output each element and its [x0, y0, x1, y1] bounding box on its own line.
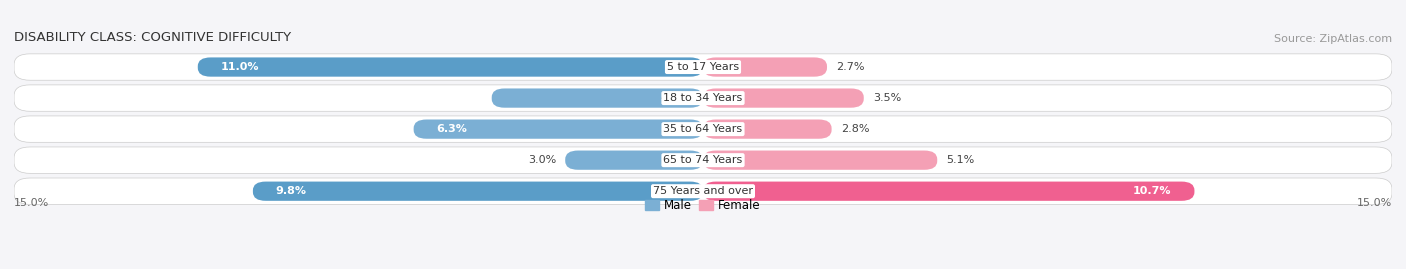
Text: 11.0%: 11.0%: [221, 62, 259, 72]
FancyBboxPatch shape: [703, 57, 827, 77]
Text: 18 to 34 Years: 18 to 34 Years: [664, 93, 742, 103]
FancyBboxPatch shape: [703, 151, 938, 170]
Text: 2.8%: 2.8%: [841, 124, 869, 134]
Text: 15.0%: 15.0%: [14, 198, 49, 208]
FancyBboxPatch shape: [198, 57, 703, 77]
FancyBboxPatch shape: [703, 182, 1195, 201]
Text: 3.0%: 3.0%: [527, 155, 555, 165]
Text: 75 Years and over: 75 Years and over: [652, 186, 754, 196]
FancyBboxPatch shape: [14, 85, 1392, 111]
FancyBboxPatch shape: [14, 54, 1392, 80]
Text: Source: ZipAtlas.com: Source: ZipAtlas.com: [1274, 34, 1392, 44]
FancyBboxPatch shape: [703, 89, 863, 108]
FancyBboxPatch shape: [253, 182, 703, 201]
Text: 3.5%: 3.5%: [873, 93, 901, 103]
Text: 15.0%: 15.0%: [1357, 198, 1392, 208]
Text: 65 to 74 Years: 65 to 74 Years: [664, 155, 742, 165]
FancyBboxPatch shape: [14, 116, 1392, 142]
FancyBboxPatch shape: [413, 119, 703, 139]
Text: 4.6%: 4.6%: [661, 93, 689, 103]
FancyBboxPatch shape: [14, 178, 1392, 204]
Text: 9.8%: 9.8%: [276, 186, 307, 196]
Text: 10.7%: 10.7%: [1133, 186, 1171, 196]
Text: 35 to 64 Years: 35 to 64 Years: [664, 124, 742, 134]
FancyBboxPatch shape: [703, 119, 831, 139]
Text: 5 to 17 Years: 5 to 17 Years: [666, 62, 740, 72]
FancyBboxPatch shape: [565, 151, 703, 170]
FancyBboxPatch shape: [492, 89, 703, 108]
FancyBboxPatch shape: [14, 147, 1392, 173]
Legend: Male, Female: Male, Female: [641, 194, 765, 217]
Text: 5.1%: 5.1%: [946, 155, 974, 165]
Text: 6.3%: 6.3%: [437, 124, 467, 134]
Text: DISABILITY CLASS: COGNITIVE DIFFICULTY: DISABILITY CLASS: COGNITIVE DIFFICULTY: [14, 31, 291, 44]
Text: 2.7%: 2.7%: [837, 62, 865, 72]
